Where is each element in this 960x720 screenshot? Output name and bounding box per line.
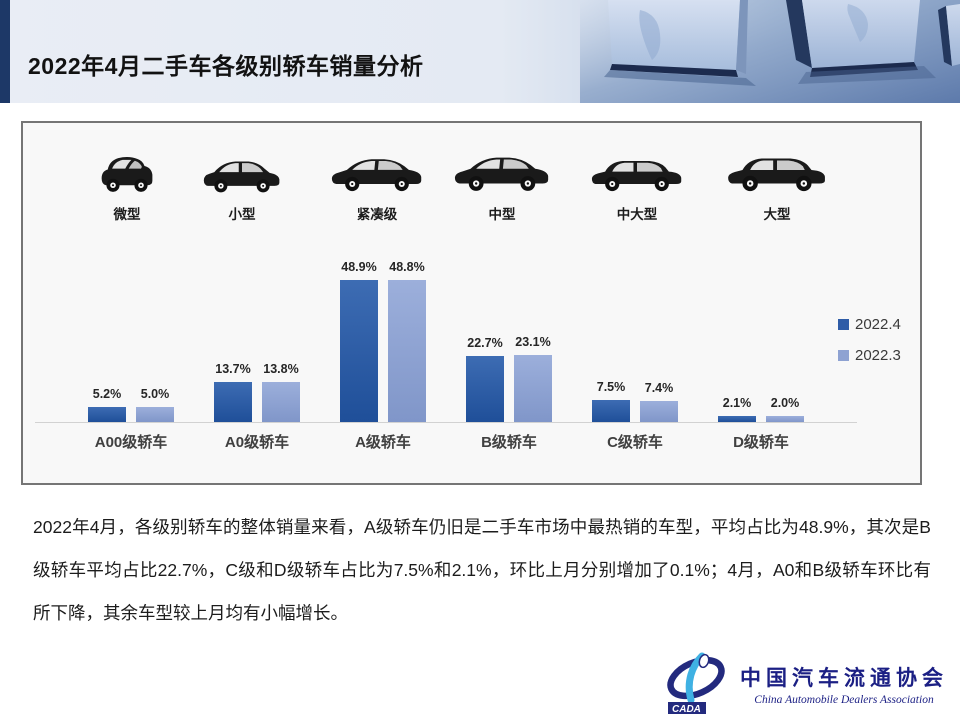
bar-value-label: 5.2%: [92, 387, 122, 401]
bar-rect: [514, 355, 552, 422]
car-class-label: 中大型: [616, 207, 658, 222]
legend-label: 2022.4: [855, 316, 901, 333]
bar-pair: 22.7% 23.1%: [466, 123, 552, 422]
bar-group: 22.7% 23.1% B级轿车: [446, 123, 572, 451]
bar-value-label: 13.8%: [263, 362, 299, 376]
bar-pair: 2.1% 2.0%: [718, 123, 804, 422]
car-class-label: 小型: [228, 207, 256, 222]
cada-acronym: CADA: [672, 704, 701, 715]
bar-2022.3: 13.8%: [262, 362, 300, 422]
bar-rect: [640, 401, 678, 422]
car-class-label: 紧凑级: [356, 207, 398, 222]
bar-2022.3: 7.4%: [640, 381, 678, 422]
legend-label: 2022.3: [855, 347, 901, 364]
header-accent-strip: [0, 0, 10, 103]
bar-2022.4: 13.7%: [214, 362, 252, 422]
bar-2022.4: 7.5%: [592, 380, 630, 422]
bar-pair: 48.9% 48.8%: [340, 123, 426, 422]
bar-value-label: 2.0%: [770, 396, 800, 410]
analysis-paragraph: 2022年4月，各级别轿车的整体销量来看，A级轿车仍旧是二手车市场中最热销的车型…: [33, 517, 931, 623]
category-label: A0级轿车: [224, 434, 290, 451]
bar-2022.4: 2.1%: [718, 396, 756, 422]
bar-rect: [340, 280, 378, 422]
bar-groups: 5.2% 5.0% A00级轿车 13.7% 13.8% A0级轿车 48.9% 48.8% A…: [68, 123, 824, 451]
bar-group: 5.2% 5.0% A00级轿车: [68, 123, 194, 451]
bar-rect: [592, 400, 630, 422]
bar-value-label: 5.0%: [140, 387, 170, 401]
x-axis-line: [35, 422, 857, 423]
bar-value-label: 7.5%: [596, 380, 626, 394]
logo-english-name: China Automobile Dealers Association: [754, 694, 934, 706]
chart-panel: 微型 小型 紧凑级 中型 中大型 大型 5.2% 5.0% A00级轿车 13.7% 1…: [21, 121, 922, 485]
cada-logo: CADA 中国汽车流通协会 China Automobile Dealers A…: [666, 652, 948, 716]
car-class-label: 大型: [763, 207, 791, 222]
bar-rect: [262, 382, 300, 422]
legend-swatch-icon: [838, 350, 849, 361]
logo-chinese-name: 中国汽车流通协会: [740, 666, 948, 690]
car-class-large: 大型: [727, 148, 827, 223]
bar-value-label: 22.7%: [467, 336, 503, 350]
bar-2022.3: 2.0%: [766, 396, 804, 422]
bar-pair: 5.2% 5.0%: [88, 123, 174, 422]
car-class-compact: 紧凑级: [331, 148, 423, 223]
car-class-midsize: 中型: [454, 148, 550, 223]
category-label: A级轿车: [355, 434, 411, 451]
category-label: C级轿车: [607, 434, 663, 451]
bar-rect: [136, 407, 174, 422]
bar-rect: [718, 416, 756, 422]
bar-chart: 5.2% 5.0% A00级轿车 13.7% 13.8% A0级轿车 48.9% 48.8% A…: [23, 243, 920, 483]
bar-value-label: 2.1%: [722, 396, 752, 410]
bar-value-label: 48.9%: [341, 260, 377, 274]
bar-value-label: 7.4%: [644, 381, 674, 395]
bar-rect: [466, 356, 504, 422]
bar-rect: [88, 407, 126, 422]
bar-pair: 7.5% 7.4%: [592, 123, 678, 422]
bar-group: 48.9% 48.8% A级轿车: [320, 123, 446, 451]
car-class-micro: 微型: [99, 148, 155, 223]
header-band: 2022年4月二手车各级别轿车销量分析: [0, 0, 960, 103]
car-class-label: 中型: [488, 207, 516, 222]
bar-2022.3: 5.0%: [136, 387, 174, 422]
bar-2022.4: 5.2%: [88, 387, 126, 422]
bar-pair: 13.7% 13.8%: [214, 123, 300, 422]
legend-item-previous-month: 2022.3: [838, 347, 901, 364]
bar-2022.4: 22.7%: [466, 336, 504, 422]
page-title: 2022年4月二手车各级别轿车销量分析: [28, 53, 424, 79]
bar-rect: [388, 280, 426, 422]
bar-rect: [214, 382, 252, 422]
category-label: D级轿车: [733, 434, 789, 451]
bar-value-label: 48.8%: [389, 260, 425, 274]
bar-group: 13.7% 13.8% A0级轿车: [194, 123, 320, 451]
cada-emblem-icon: CADA: [667, 652, 725, 715]
bar-2022.4: 48.9%: [340, 260, 378, 422]
category-label: B级轿车: [481, 434, 537, 451]
chart-legend: 2022.4 2022.3: [838, 316, 901, 364]
legend-item-current-month: 2022.4: [838, 316, 901, 333]
bar-2022.3: 23.1%: [514, 335, 552, 422]
bar-value-label: 23.1%: [515, 335, 551, 349]
legend-swatch-icon: [838, 319, 849, 330]
bar-rect: [766, 416, 804, 422]
bar-group: 7.5% 7.4% C级轿车: [572, 123, 698, 451]
car-class-label: 微型: [113, 207, 141, 222]
category-label: A00级轿车: [94, 434, 168, 451]
header-decoration-cubes: [580, 0, 960, 103]
car-class-mid-large: 中大型: [591, 148, 683, 223]
bar-value-label: 13.7%: [215, 362, 251, 376]
bar-group: 2.1% 2.0% D级轿车: [698, 123, 824, 451]
car-class-small: 小型: [203, 148, 281, 223]
bar-2022.3: 48.8%: [388, 260, 426, 422]
